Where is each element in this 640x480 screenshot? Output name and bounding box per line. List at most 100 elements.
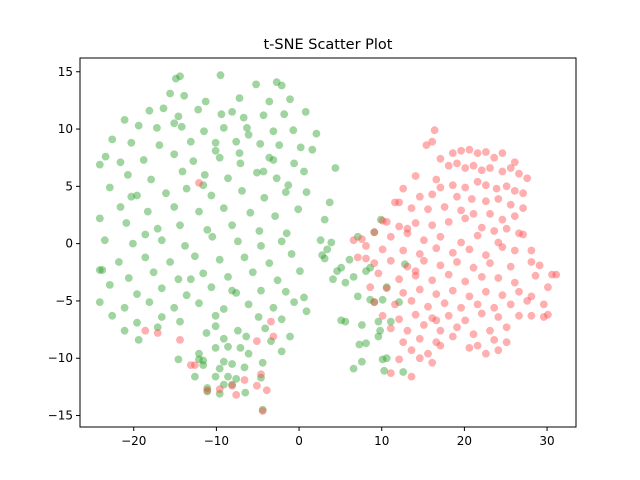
- data-point: [105, 281, 114, 289]
- data-point: [170, 203, 179, 211]
- data-point: [436, 326, 445, 335]
- data-point: [395, 275, 403, 284]
- data-point: [482, 287, 490, 296]
- data-point: [257, 286, 265, 295]
- data-point: [320, 215, 329, 224]
- data-point: [378, 216, 387, 225]
- data-point: [259, 111, 268, 120]
- data-point: [296, 143, 305, 152]
- data-point: [510, 246, 519, 255]
- data-point: [490, 227, 499, 235]
- data-point: [422, 141, 431, 150]
- data-point: [498, 149, 507, 158]
- y-tick-label: −5: [55, 294, 73, 308]
- data-point: [486, 210, 494, 218]
- data-point: [482, 148, 490, 156]
- data-point: [457, 303, 465, 312]
- data-point: [523, 297, 532, 305]
- data-point: [399, 246, 408, 255]
- data-point: [248, 268, 257, 277]
- data-point: [428, 221, 437, 230]
- data-point: [465, 145, 474, 154]
- data-point: [200, 171, 209, 179]
- data-point: [302, 188, 311, 197]
- data-point: [407, 204, 416, 213]
- data-point: [308, 145, 317, 154]
- y-tick-label: 0: [65, 237, 73, 251]
- data-point: [430, 126, 439, 135]
- data-point: [420, 256, 428, 265]
- data-point: [145, 106, 154, 115]
- data-point: [331, 164, 340, 172]
- data-point: [219, 124, 228, 132]
- data-point: [211, 311, 220, 320]
- data-point: [257, 242, 265, 250]
- data-point: [358, 357, 366, 366]
- data-point: [448, 286, 457, 295]
- data-point: [349, 364, 358, 373]
- data-point: [134, 336, 143, 344]
- data-point: [234, 237, 242, 246]
- data-point: [224, 174, 232, 183]
- data-point: [203, 386, 212, 395]
- data-point: [246, 208, 255, 217]
- data-point: [428, 137, 437, 146]
- data-point: [127, 138, 136, 147]
- data-point: [469, 330, 478, 339]
- data-point: [176, 336, 184, 344]
- data-point: [240, 376, 249, 384]
- data-point: [386, 232, 395, 241]
- data-point: [539, 313, 548, 321]
- data-point: [552, 270, 561, 279]
- data-point: [176, 221, 184, 230]
- data-point: [189, 157, 198, 166]
- data-point: [510, 187, 519, 195]
- data-point: [345, 255, 354, 264]
- data-point: [284, 181, 293, 190]
- data-point: [378, 295, 387, 304]
- data-point: [133, 290, 141, 298]
- data-point: [391, 300, 399, 309]
- data-point: [224, 372, 232, 381]
- data-point: [265, 259, 274, 267]
- data-point: [232, 391, 241, 399]
- data-point: [286, 332, 294, 341]
- x-tick-label: −10: [204, 434, 229, 448]
- data-point: [170, 119, 179, 128]
- data-point: [444, 311, 453, 320]
- data-point: [153, 329, 162, 337]
- data-point: [473, 341, 482, 350]
- data-point: [448, 181, 457, 190]
- data-point: [527, 292, 536, 301]
- data-point: [272, 174, 281, 183]
- data-point: [486, 326, 494, 335]
- points-layer: [95, 71, 561, 415]
- data-point: [494, 346, 503, 355]
- data-point: [228, 108, 237, 116]
- data-point: [235, 94, 244, 102]
- data-point: [166, 89, 175, 98]
- data-point: [101, 152, 110, 161]
- data-point: [219, 204, 228, 213]
- data-point: [176, 72, 184, 81]
- data-point: [494, 274, 503, 282]
- data-point: [203, 226, 212, 234]
- data-point: [515, 229, 523, 238]
- data-point: [477, 309, 486, 318]
- data-point: [133, 318, 141, 327]
- data-point: [232, 137, 241, 146]
- data-point: [159, 104, 168, 113]
- data-point: [282, 229, 291, 238]
- data-point: [211, 322, 220, 331]
- data-point: [382, 284, 391, 293]
- data-point: [531, 271, 540, 280]
- data-point: [116, 203, 125, 211]
- data-point: [290, 298, 298, 306]
- data-point: [155, 141, 164, 150]
- data-point: [337, 316, 346, 325]
- data-point: [95, 298, 104, 306]
- data-point: [382, 283, 391, 292]
- data-point: [174, 112, 183, 121]
- data-point: [258, 407, 267, 415]
- data-point: [482, 349, 490, 358]
